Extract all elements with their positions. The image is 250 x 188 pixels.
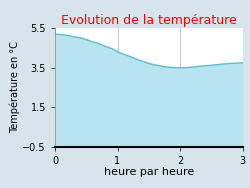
Y-axis label: Température en °C: Température en °C bbox=[9, 42, 20, 133]
X-axis label: heure par heure: heure par heure bbox=[104, 167, 194, 177]
Title: Evolution de la température: Evolution de la température bbox=[61, 14, 236, 27]
